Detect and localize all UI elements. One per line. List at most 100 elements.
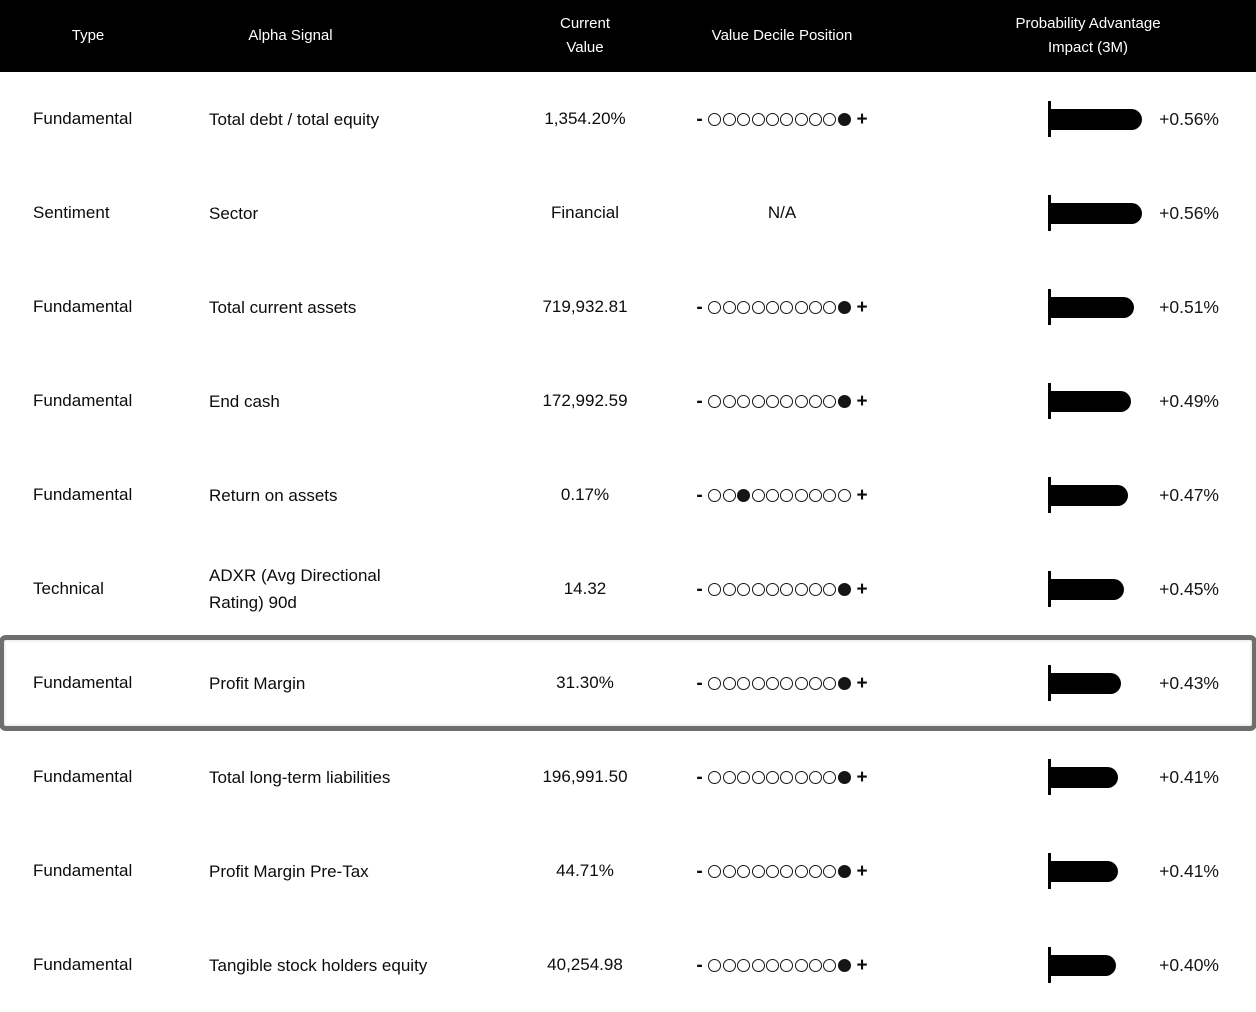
- table-row[interactable]: Fundamental Total current assets 719,932…: [0, 260, 1256, 354]
- decile-dot: [780, 676, 794, 690]
- impact-cell: +0.49%: [884, 381, 1256, 421]
- decile-plus: +: [856, 296, 868, 318]
- decile-plus: +: [856, 578, 868, 600]
- bar-fill: [1051, 108, 1142, 130]
- decile-plus: +: [856, 108, 868, 130]
- decile-dot: [823, 770, 837, 784]
- impact-cell: +0.41%: [884, 757, 1256, 797]
- type-cell: Fundamental: [33, 485, 133, 504]
- decile-dot: [765, 488, 779, 502]
- decile-indicator: - +: [680, 768, 884, 787]
- decile-dot: [722, 112, 736, 126]
- decile-dot: [823, 864, 837, 878]
- decile-dot: [708, 770, 722, 784]
- decile-dot: [823, 488, 837, 502]
- alpha-signal-cell: Profit Margin: [209, 673, 306, 693]
- decile-dot: [809, 864, 823, 878]
- bar-tick: [1048, 289, 1051, 325]
- table-row[interactable]: Fundamental Total long-term liabilities …: [0, 730, 1256, 824]
- decile-dot: [809, 582, 823, 596]
- impact-cell: +0.41%: [884, 851, 1256, 891]
- bar-tick: [1048, 383, 1051, 419]
- impact-value: +0.43%: [1159, 672, 1219, 693]
- decile-dot: [780, 582, 794, 596]
- current-value-cell: 172,992.59: [542, 391, 628, 410]
- decile-dot: [794, 864, 808, 878]
- decile-dot: [722, 488, 736, 502]
- decile-minus: -: [696, 108, 703, 130]
- decile-dot: [780, 958, 794, 972]
- impact-value: +0.41%: [1159, 860, 1219, 881]
- decile-minus: -: [696, 954, 703, 976]
- bar-fill: [1051, 954, 1116, 976]
- type-cell: Sentiment: [33, 203, 110, 222]
- impact-value: +0.40%: [1159, 954, 1219, 975]
- header-probability-advantage-impact: Probability Advantage Impact (3M): [1015, 15, 1161, 56]
- impact-value: +0.56%: [1159, 202, 1219, 223]
- decile-dot: [737, 864, 751, 878]
- table-row[interactable]: Fundamental Tangible stock holders equit…: [0, 918, 1256, 1012]
- alpha-signal-cell: Total long-term liabilities: [209, 767, 391, 787]
- current-value-cell: 719,932.81: [542, 297, 628, 316]
- current-value-cell: 1,354.20%: [544, 109, 626, 128]
- decile-dot-filled: [837, 770, 851, 784]
- decile-dot: [794, 582, 808, 596]
- alpha-signal-cell: Sector: [209, 203, 259, 223]
- decile-dot: [823, 958, 837, 972]
- decile-dot: [737, 770, 751, 784]
- decile-dot-filled: [837, 394, 851, 408]
- decile-dot: [809, 300, 823, 314]
- impact-cell: +0.56%: [884, 193, 1256, 233]
- decile-dot: [823, 582, 837, 596]
- decile-indicator: - +: [680, 674, 884, 693]
- decile-dot: [722, 300, 736, 314]
- type-cell: Fundamental: [33, 861, 133, 880]
- impact-cell: +0.45%: [884, 569, 1256, 609]
- header-current-value: Current Value: [559, 15, 611, 56]
- decile-indicator: - +: [680, 298, 884, 317]
- impact-value: +0.49%: [1159, 390, 1219, 411]
- decile-dot: [794, 112, 808, 126]
- bar-tick: [1048, 101, 1051, 137]
- impact-value: +0.41%: [1159, 766, 1219, 787]
- table-row[interactable]: Fundamental Profit Margin Pre-Tax 44.71%…: [0, 824, 1256, 918]
- type-cell: Fundamental: [33, 391, 133, 410]
- decile-dot: [794, 770, 808, 784]
- table-row[interactable]: Technical ADXR (Avg Directional Rating) …: [0, 542, 1256, 636]
- decile-dot: [708, 488, 722, 502]
- impact-value: +0.47%: [1159, 484, 1219, 505]
- decile-dot: [722, 864, 736, 878]
- decile-indicator: - +: [680, 580, 884, 599]
- table-row[interactable]: Fundamental Return on assets 0.17% - + +0…: [0, 448, 1256, 542]
- alpha-signal-cell: End cash: [209, 391, 280, 411]
- impact-value: +0.51%: [1159, 296, 1219, 317]
- decile-plus: +: [856, 954, 868, 976]
- impact-bar: [1048, 193, 1142, 233]
- decile-dot-filled: [837, 958, 851, 972]
- bar-tick: [1048, 947, 1051, 983]
- header-value-decile-position: Value Decile Position: [711, 27, 853, 44]
- bar-tick: [1048, 571, 1051, 607]
- alpha-signal-cell: Tangible stock holders equity: [209, 955, 428, 975]
- bar-fill: [1051, 766, 1118, 788]
- decile-dot: [737, 676, 751, 690]
- decile-dot: [765, 582, 779, 596]
- decile-dot: [780, 864, 794, 878]
- decile-dot: [765, 394, 779, 408]
- table-row[interactable]: Fundamental Total debt / total equity 1,…: [0, 72, 1256, 166]
- decile-plus: +: [856, 672, 868, 694]
- impact-bar: [1048, 663, 1121, 703]
- bar-fill: [1051, 578, 1124, 600]
- table-row[interactable]: Fundamental End cash 172,992.59 - + +0.49…: [0, 354, 1256, 448]
- table-row[interactable]: Sentiment Sector Financial N/A +0.56%: [0, 166, 1256, 260]
- decile-minus: -: [696, 390, 703, 412]
- decile-dot-filled: [737, 488, 751, 502]
- table-row-selected[interactable]: Fundamental Profit Margin 31.30% - + +0.4…: [0, 635, 1256, 731]
- decile-plus: +: [856, 860, 868, 882]
- decile-dot: [809, 394, 823, 408]
- current-value-cell: 14.32: [563, 579, 607, 598]
- impact-bar: [1048, 381, 1131, 421]
- impact-cell: +0.47%: [884, 475, 1256, 515]
- decile-na: N/A: [767, 203, 797, 222]
- decile-dot: [765, 112, 779, 126]
